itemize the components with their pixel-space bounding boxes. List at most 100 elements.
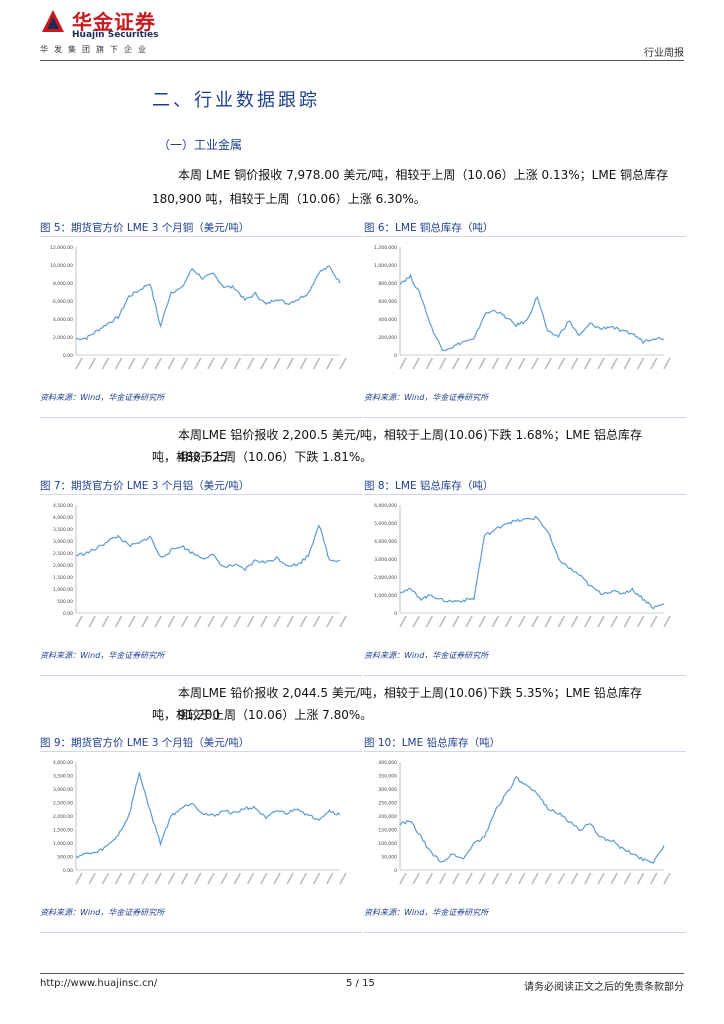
footer-url[interactable]: http://www.huajinsc.cn/ [40, 978, 158, 989]
figure-source: 资料来源：Wind，华金证券研究所 [364, 393, 489, 402]
x-tick-mark [584, 357, 592, 370]
header-divider [40, 60, 684, 61]
y-tick-label: 50,000 [381, 855, 397, 861]
figure-caption: 期货官方价 LME 3 个月铝（美元/吨） [71, 480, 250, 492]
x-tick-mark [584, 872, 592, 885]
x-tick-mark [233, 615, 242, 628]
x-tick-mark [663, 615, 671, 628]
subsection-title: （一）工业金属 [158, 138, 243, 152]
x-tick-mark [260, 872, 268, 885]
figure-caption: 期货官方价 LME 3 个月铜（美元/吨） [71, 222, 250, 234]
x-tick-mark [412, 357, 420, 370]
x-tick-mark [114, 357, 123, 370]
x-tick-mark [180, 872, 189, 885]
x-tick-mark [260, 615, 268, 628]
x-tick-mark [531, 357, 539, 370]
y-tick-label: 2,500.00 [53, 551, 73, 557]
section-title: 二、行业数据跟踪 [152, 90, 320, 111]
y-tick-label: 300,000 [378, 787, 397, 793]
x-tick-mark [299, 872, 308, 885]
x-tick-mark [88, 872, 96, 885]
disclaimer-note: 请务必阅读正文之后的免责条款部分 [524, 982, 684, 993]
x-tick-mark [465, 357, 473, 370]
x-tick-mark [114, 615, 123, 628]
y-tick-label: 1,000,000 [374, 263, 397, 269]
x-tick-mark [504, 357, 513, 370]
x-tick-mark [636, 357, 645, 370]
x-tick-mark [75, 872, 83, 885]
line-chart: 0.00 2,000.00 4,000.00 6,000.00 8,000.00 10,0… [50, 245, 347, 370]
x-tick-mark [544, 357, 552, 370]
x-tick-mark [326, 357, 334, 370]
figure-source: 资料来源：Wind，华金证券研究所 [364, 908, 489, 917]
x-tick-mark [570, 615, 579, 628]
x-tick-mark [246, 615, 255, 628]
figure-caption: 期货官方价 LME 3 个月铅（美元/吨） [71, 737, 250, 749]
y-tick-label: 6,000.00 [53, 299, 73, 305]
x-tick-mark [75, 357, 83, 370]
figure-source: 资料来源：Wind，华金证券研究所 [40, 393, 165, 402]
x-tick-mark [167, 357, 176, 370]
y-tick-label: 400,000 [378, 317, 397, 323]
x-tick-mark [452, 615, 460, 628]
x-tick-mark [465, 615, 473, 628]
y-tick-label: 1,200,000 [374, 245, 397, 251]
x-tick-mark [207, 615, 215, 628]
x-tick-mark [610, 615, 618, 628]
footer-divider [40, 973, 684, 974]
x-tick-mark [557, 872, 566, 885]
x-tick-mark [194, 357, 202, 370]
x-tick-mark [570, 872, 579, 885]
figure-source: 资料来源：Wind，华金证券研究所 [40, 651, 165, 660]
x-tick-mark [452, 872, 460, 885]
y-tick-label: 3,000,000 [374, 557, 397, 563]
x-tick-mark [557, 615, 566, 628]
x-tick-mark [286, 872, 294, 885]
x-tick-mark [141, 615, 149, 628]
figure-title: 图 5：期货官方价 LME 3 个月铜（美元/吨） [40, 220, 249, 235]
x-tick-mark [260, 357, 268, 370]
chart-panel: 0.00 500.00 1,000.00 1,500.00 2,000.00 2,500.… [40, 494, 362, 676]
x-tick-mark [101, 872, 110, 885]
x-tick-mark [650, 357, 658, 370]
x-tick-mark [273, 357, 281, 370]
y-tick-label: 0.00 [63, 868, 73, 874]
lead-paragraph-line2: 吨，相较于上周（10.06）上涨 7.80%。 [152, 708, 373, 722]
x-tick-mark [88, 615, 96, 628]
x-tick-mark [663, 357, 671, 370]
y-tick-label: 4,000.00 [53, 317, 73, 323]
series-line [399, 775, 665, 864]
y-tick-label: 10,000.00 [50, 263, 73, 269]
series-line [75, 524, 341, 572]
figure-title: 图 10：LME 铅总库存（吨） [364, 735, 500, 750]
y-tick-label: 4,000.00 [53, 515, 73, 521]
x-tick-mark [544, 615, 552, 628]
y-tick-label: 12,000.00 [50, 245, 73, 251]
x-tick-mark [610, 872, 618, 885]
x-tick-mark [194, 872, 202, 885]
y-tick-label: 3,500.00 [53, 527, 73, 533]
y-tick-label: 3,500.00 [53, 774, 73, 780]
y-tick-label: 4,000,000 [374, 539, 397, 545]
x-tick-mark [650, 872, 658, 885]
x-tick-mark [478, 357, 486, 370]
aluminum-paragraph-line2: 吨，相较于上周（10.06）下跌 1.81%。 [152, 450, 373, 464]
x-tick-mark [491, 872, 500, 885]
x-tick-mark [438, 615, 447, 628]
series-line [75, 265, 341, 341]
x-tick-mark [597, 357, 605, 370]
x-tick-mark [438, 357, 447, 370]
x-tick-mark [128, 357, 136, 370]
x-tick-mark [220, 872, 228, 885]
y-tick-label: 3,000.00 [53, 539, 73, 545]
x-tick-mark [465, 872, 473, 885]
chart-panel: 0.00 500.00 1,000.00 1,500.00 2,000.00 2,500.… [40, 751, 362, 933]
series-line [399, 515, 665, 610]
x-tick-mark [399, 357, 407, 370]
x-tick-mark [636, 872, 645, 885]
y-tick-label: 0 [394, 868, 397, 874]
figure-caption: LME 铝总库存（吨） [395, 480, 494, 492]
figure-title: 图 7：期货官方价 LME 3 个月铝（美元/吨） [40, 478, 249, 493]
x-tick-mark [101, 615, 110, 628]
page-number: 5 / 15 [346, 978, 375, 989]
